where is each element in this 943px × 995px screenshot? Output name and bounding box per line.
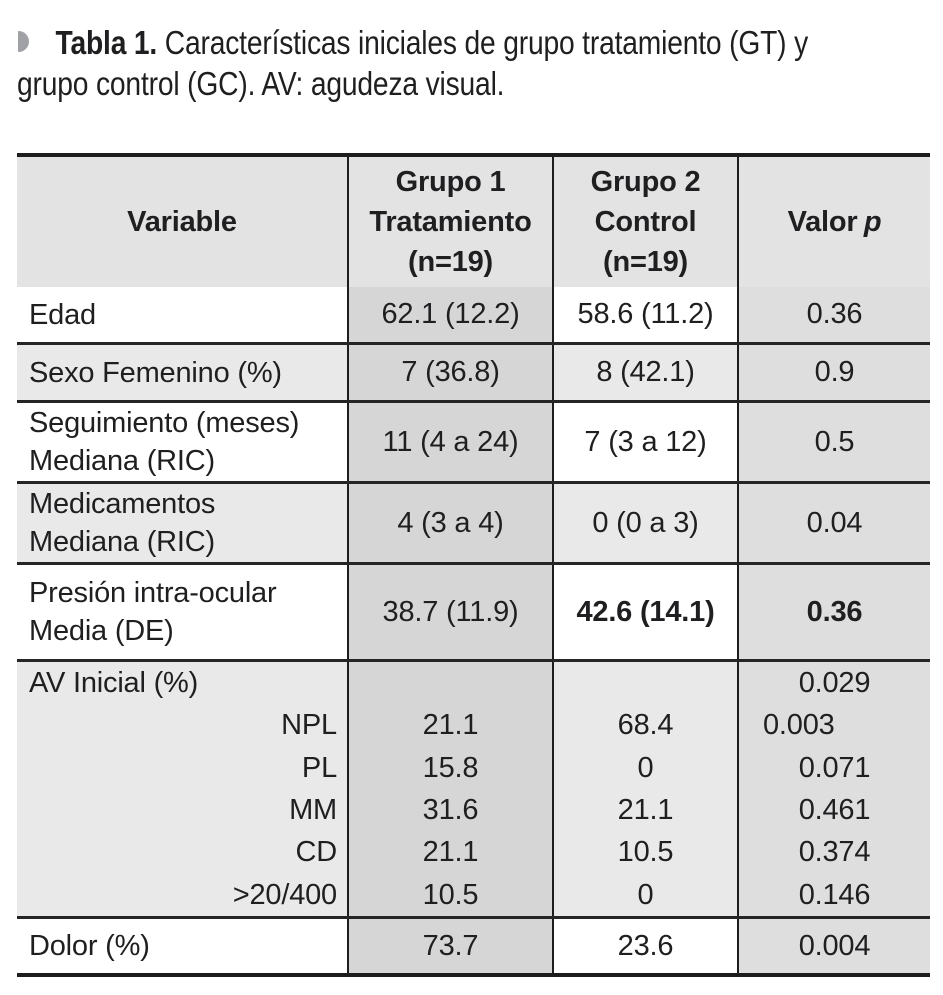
control-value-cell: 42.6 (14.1): [552, 565, 737, 659]
header-p-value: Valor p: [737, 157, 930, 287]
table-row: Edad 62.1 (12.2) 58.6 (11.2) 0.36: [17, 287, 930, 342]
variable-cell: Dolor (%): [17, 919, 347, 973]
subcategory-label: CD: [295, 836, 338, 869]
variable-label: Dolor (%): [29, 930, 150, 962]
caption-bullet-icon: [18, 31, 29, 52]
header-variable: Variable: [17, 157, 347, 287]
table-caption: Tabla 1. Características iniciales de gr…: [17, 22, 932, 104]
control-value-cell: 0 (0 a 3): [552, 484, 737, 562]
header-group2-control: Grupo 2 Control (n=19): [552, 157, 737, 287]
subcategory-label: NPL: [281, 709, 337, 742]
treatment-value-cell: 7 (36.8): [347, 345, 552, 400]
table-row: Presión intra-ocular Media (DE) 38.7 (11.9…: [17, 562, 930, 659]
subcategory-label: >20/400: [232, 878, 337, 911]
variable-label: Media (DE): [29, 615, 174, 647]
group-label: AV Inicial (%): [29, 667, 199, 699]
variable-cell: Sexo Femenino (%): [17, 345, 347, 400]
table-header-row: Variable Grupo 1 Tratamiento (n=19) Grup…: [17, 157, 930, 287]
subcategory-label: PL: [301, 751, 337, 784]
treatment-value-cell: 21.1 15.8 31.6 21.1 10.5: [347, 662, 552, 916]
p-value-cell: 0.36: [737, 565, 930, 659]
variable-label: Medicamentos: [29, 488, 216, 520]
treatment-value-cell: 38.7 (11.9): [347, 565, 552, 659]
control-value: 10.5: [617, 836, 674, 869]
control-value: 21.1: [617, 793, 674, 826]
p-value: 0.461: [798, 793, 871, 826]
p-value-cell: 0.029 0.003 0.071 0.461 0.374 0.146: [737, 662, 930, 916]
treatment-value: 21.1: [422, 836, 479, 869]
table-row: Sexo Femenino (%) 7 (36.8) 8 (42.1) 0.9: [17, 342, 930, 400]
variable-cell: AV Inicial (%) NPL PL MM CD >20/400: [17, 662, 347, 916]
control-value-cell: 58.6 (11.2): [552, 287, 737, 342]
treatment-value: 10.5: [422, 878, 479, 911]
variable-label: Mediana (RIC): [29, 526, 215, 558]
header-group1-treatment: Grupo 1 Tratamiento (n=19): [347, 157, 552, 287]
subcategory-label: MM: [289, 793, 337, 826]
table-row: Dolor (%) 73.7 23.6 0.004: [17, 916, 930, 973]
empty-line: [349, 662, 552, 704]
treatment-value: 21.1: [422, 709, 479, 742]
treatment-value-cell: 73.7: [347, 919, 552, 973]
caption-line-1: Tabla 1. Características iniciales de gr…: [17, 22, 808, 63]
p-value-cell: 0.9: [737, 345, 930, 400]
control-value: 68.4: [617, 709, 674, 742]
p-value: 0.374: [798, 836, 871, 869]
variable-cell: Presión intra-ocular Media (DE): [17, 565, 347, 659]
table-group-row: AV Inicial (%) NPL PL MM CD >20/400 21.1 15.8 31…: [17, 659, 930, 916]
caption-text: Características iniciales de grupo trata…: [157, 24, 809, 61]
variable-label: Presión intra-ocular: [29, 577, 277, 609]
control-value-cell: 7 (3 a 12): [552, 403, 737, 481]
variable-label: Seguimiento (meses): [29, 407, 300, 439]
p-value: 0.146: [798, 878, 871, 911]
control-value: 0: [637, 878, 654, 911]
table-body: Edad 62.1 (12.2) 58.6 (11.2) 0.36 Sexo Femen…: [17, 287, 930, 973]
p-value: 0.071: [798, 751, 871, 784]
variable-label: Mediana (RIC): [29, 445, 215, 477]
p-value-cell: 0.04: [737, 484, 930, 562]
data-table: Variable Grupo 1 Tratamiento (n=19) Grup…: [17, 153, 930, 977]
p-value-cell: 0.004: [737, 919, 930, 973]
control-value: 0: [637, 751, 654, 784]
table-row: Seguimiento (meses) Mediana (RIC) 11 (4 a …: [17, 400, 930, 481]
treatment-value-cell: 11 (4 a 24): [347, 403, 552, 481]
treatment-value: 31.6: [422, 793, 479, 826]
caption-line-2: grupo control (GC). AV: agudeza visual.: [17, 65, 505, 102]
p-value: 0.003: [763, 709, 835, 742]
p-value-cell: 0.5: [737, 403, 930, 481]
variable-cell: Edad: [17, 287, 347, 342]
caption-label: Tabla 1.: [55, 24, 158, 61]
control-value-cell: 8 (42.1): [552, 345, 737, 400]
treatment-value-cell: 4 (3 a 4): [347, 484, 552, 562]
control-value-cell: 23.6: [552, 919, 737, 973]
variable-cell: Medicamentos Mediana (RIC): [17, 484, 347, 562]
variable-label: Edad: [29, 298, 96, 331]
group-p-value: 0.029: [798, 667, 871, 699]
variable-cell: Seguimiento (meses) Mediana (RIC): [17, 403, 347, 481]
control-value-cell: 68.4 0 21.1 10.5 0: [552, 662, 737, 916]
table-row: Medicamentos Mediana (RIC) 4 (3 a 4) 0 (0 a…: [17, 481, 930, 562]
treatment-value: 15.8: [422, 751, 479, 784]
treatment-value-cell: 62.1 (12.2): [347, 287, 552, 342]
variable-label: Sexo Femenino (%): [29, 356, 282, 389]
empty-line: [554, 662, 737, 704]
p-value-cell: 0.36: [737, 287, 930, 342]
